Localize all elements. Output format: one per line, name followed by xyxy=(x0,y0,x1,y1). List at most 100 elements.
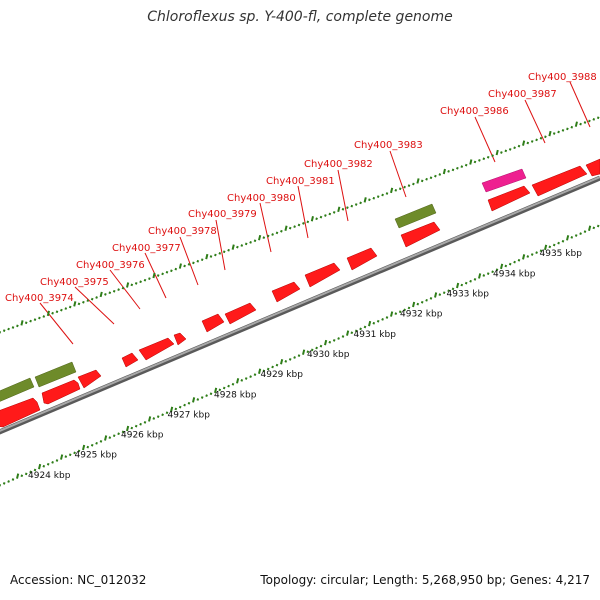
gene-label[interactable]: Chy400_3974 xyxy=(5,293,74,304)
minor-tick xyxy=(324,214,327,217)
minor-tick xyxy=(513,146,516,150)
minor-tick xyxy=(407,184,411,187)
gene-label[interactable]: Chy400_3979 xyxy=(188,209,257,220)
minor-tick xyxy=(398,310,402,314)
minor-tick xyxy=(86,445,90,449)
minor-tick xyxy=(583,121,587,124)
scale-tick-label: 4933 kbp xyxy=(447,290,490,300)
minor-tick xyxy=(262,236,266,239)
minor-tick xyxy=(178,405,182,409)
minor-tick xyxy=(156,274,160,277)
minor-tick xyxy=(473,277,477,281)
minor-tick xyxy=(253,373,257,377)
cds-feature[interactable] xyxy=(41,379,81,405)
minor-tick xyxy=(68,453,72,457)
gene-label[interactable]: Chy400_3976 xyxy=(76,260,145,271)
cds-feature[interactable] xyxy=(201,313,225,333)
minor-tick xyxy=(165,270,169,274)
major-tick xyxy=(258,368,262,375)
minor-tick xyxy=(297,223,301,227)
scale-tick-label: 4928 kbp xyxy=(214,390,257,400)
gene-label[interactable]: Chy400_3987 xyxy=(488,89,557,100)
minor-tick xyxy=(192,261,195,265)
minor-tick xyxy=(486,155,490,159)
minor-tick xyxy=(491,154,494,157)
cds-feature[interactable] xyxy=(121,352,139,368)
minor-tick xyxy=(231,382,235,386)
minor-tick xyxy=(561,129,565,132)
rna-gene-feature[interactable] xyxy=(34,361,77,388)
minor-tick xyxy=(209,392,213,396)
minor-tick xyxy=(112,289,116,293)
major-tick xyxy=(148,416,152,422)
cds-feature[interactable] xyxy=(271,281,301,303)
cds-feature[interactable] xyxy=(346,247,378,271)
cds-genes xyxy=(0,158,600,428)
minor-tick xyxy=(350,331,354,335)
gene-label[interactable]: Chy400_3982 xyxy=(304,159,373,170)
gene-label[interactable]: Chy400_3983 xyxy=(354,140,423,151)
gene-label[interactable]: Chy400_3975 xyxy=(40,277,109,288)
cds-feature[interactable] xyxy=(77,369,102,389)
minor-tick xyxy=(240,379,244,382)
major-tick xyxy=(310,216,314,222)
minor-tick xyxy=(104,293,107,296)
minor-tick xyxy=(64,455,68,459)
minor-tick xyxy=(271,233,274,236)
major-tick xyxy=(416,178,420,184)
minor-tick xyxy=(403,185,406,189)
gene-label[interactable]: Chy400_3977 xyxy=(112,243,181,254)
minor-tick xyxy=(407,306,411,310)
gene-label[interactable]: Chy400_3988 xyxy=(528,72,597,83)
scale-tick-label: 4931 kbp xyxy=(354,330,397,340)
gene-label[interactable]: Chy400_3986 xyxy=(440,106,509,117)
minor-tick xyxy=(55,310,59,314)
cds-feature[interactable] xyxy=(224,302,257,325)
major-tick xyxy=(284,225,288,231)
minor-tick xyxy=(381,318,384,321)
rna-gene-feature[interactable] xyxy=(0,377,35,404)
minor-tick xyxy=(526,141,530,145)
minor-tick xyxy=(552,132,556,135)
cds-feature[interactable] xyxy=(487,185,531,212)
major-tick xyxy=(495,149,499,156)
minor-tick xyxy=(170,269,173,273)
genome-backbone xyxy=(0,175,600,435)
cds-feature[interactable] xyxy=(138,337,175,361)
cds-feature[interactable] xyxy=(400,221,441,248)
pseudo-gene-feature[interactable] xyxy=(481,168,527,193)
major-tick xyxy=(574,121,578,127)
rna-gene-feature[interactable] xyxy=(394,203,437,229)
scale-tick-label: 4925 kbp xyxy=(75,451,118,461)
major-tick xyxy=(456,282,460,289)
minor-tick xyxy=(478,158,481,162)
minor-tick xyxy=(99,440,103,443)
major-tick xyxy=(126,425,130,432)
minor-tick xyxy=(328,212,332,216)
minor-tick xyxy=(332,338,336,342)
gene-label[interactable]: Chy400_3978 xyxy=(148,226,217,237)
major-tick xyxy=(390,311,394,317)
minor-tick xyxy=(266,367,270,371)
minor-tick xyxy=(253,239,257,243)
minor-tick xyxy=(473,160,477,164)
minor-tick xyxy=(381,193,384,197)
minor-tick xyxy=(29,470,32,474)
minor-tick xyxy=(46,462,50,466)
gene-label[interactable]: Chy400_3981 xyxy=(266,176,335,187)
cds-feature[interactable] xyxy=(0,397,41,428)
minor-tick xyxy=(561,239,565,243)
minor-tick xyxy=(354,329,358,333)
cds-feature[interactable] xyxy=(304,262,341,288)
minor-tick xyxy=(341,207,345,211)
cds-feature[interactable] xyxy=(173,332,187,346)
minor-tick xyxy=(244,242,248,246)
gene-label[interactable]: Chy400_3980 xyxy=(227,193,296,204)
minor-tick xyxy=(566,127,569,131)
minor-tick xyxy=(73,451,76,455)
minor-tick xyxy=(425,177,428,181)
minor-tick xyxy=(548,245,552,249)
cds-feature[interactable] xyxy=(585,158,600,177)
cds-feature[interactable] xyxy=(531,165,588,197)
